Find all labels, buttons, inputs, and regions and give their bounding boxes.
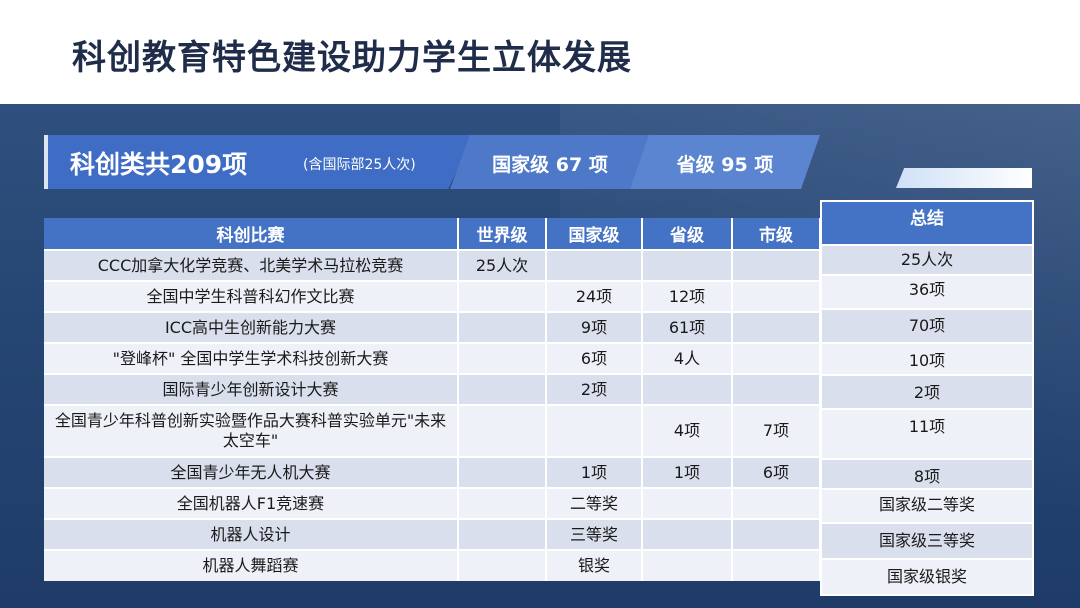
header-competition: 科创比赛 (44, 218, 459, 250)
cell-competition: 全国机器人F1竞速赛 (44, 487, 459, 519)
header-provincial: 省级 (642, 218, 733, 250)
national-banner: 国家级 67 项 (450, 135, 650, 189)
header-national: 国家级 (546, 218, 643, 250)
cell-competition: 全国青少年科普创新实验暨作品大赛科普实验单元"未来太空车" (44, 404, 459, 457)
table-row: 全国青少年无人机大赛 1项 1项 6项 (44, 456, 821, 488)
summary-item: 2项 (822, 376, 1032, 408)
cell-competition: ICC高中生创新能力大赛 (44, 311, 459, 343)
summary-item: 11项 (822, 410, 1032, 458)
total-note: (含国际部25人次) (303, 157, 416, 173)
cell-city: 6项 (732, 456, 821, 488)
summary-item: 8项 (822, 460, 1032, 488)
cell-world: 25人次 (458, 249, 547, 281)
cell-competition: "登峰杯" 全国中学生学术科技创新大赛 (44, 342, 459, 374)
cell-provincial (642, 373, 733, 405)
table-row: 全国青少年科普创新实验暨作品大赛科普实验单元"未来太空车" 4项 7项 (44, 404, 821, 457)
cell-competition: 全国青少年无人机大赛 (44, 456, 459, 488)
cell-national: 24项 (546, 280, 643, 312)
title-bar: 科创教育特色建设助力学生立体发展 (0, 0, 1080, 104)
cell-provincial: 1项 (642, 456, 733, 488)
cell-national: 二等奖 (546, 487, 643, 519)
cell-competition: 国际青少年创新设计大赛 (44, 373, 459, 405)
cell-provincial (642, 487, 733, 519)
summary-item: 国家级二等奖 (822, 490, 1032, 522)
table-row: 全国机器人F1竞速赛 二等奖 (44, 487, 821, 519)
cell-national: 2项 (546, 373, 643, 405)
cell-provincial (642, 549, 733, 581)
cell-world (458, 342, 547, 374)
cell-national: 银奖 (546, 549, 643, 581)
table-row: 全国中学生科普科幻作文比赛 24项 12项 (44, 280, 821, 312)
cell-city (732, 342, 821, 374)
cell-national: 9项 (546, 311, 643, 343)
national-count: 国家级 67 项 (492, 154, 608, 176)
summary-item: 国家级银奖 (822, 560, 1032, 594)
cell-provincial: 4人 (642, 342, 733, 374)
cell-city (732, 311, 821, 343)
cell-world (458, 373, 547, 405)
cell-competition: 机器人设计 (44, 518, 459, 550)
cell-world (458, 404, 547, 457)
table-row: CCC加拿大化学竞赛、北美学术马拉松竞赛 25人次 (44, 249, 821, 281)
provincial-banner: 省级 95 项 (630, 135, 820, 189)
table-row: "登峰杯" 全国中学生学术科技创新大赛 6项 4人 (44, 342, 821, 374)
summary-item: 25人次 (822, 246, 1032, 274)
table-row: 国际青少年创新设计大赛 2项 (44, 373, 821, 405)
cell-world (458, 487, 547, 519)
page-title: 科创教育特色建设助力学生立体发展 (72, 38, 632, 78)
cell-provincial: 12项 (642, 280, 733, 312)
cell-provincial: 61项 (642, 311, 733, 343)
table-header-row: 科创比赛 世界级 国家级 省级 市级 (44, 218, 821, 250)
summary-header: 总结 (822, 202, 1032, 244)
cell-national (546, 249, 643, 281)
cell-world (458, 549, 547, 581)
header-city: 市级 (732, 218, 821, 250)
cell-city: 7项 (732, 404, 821, 457)
header-world: 世界级 (458, 218, 547, 250)
summary-column: 总结 25人次 36项 70项 10项 2项 11项 8项 国家级二等奖 国家级… (820, 200, 1034, 596)
summary-item: 国家级三等奖 (822, 524, 1032, 558)
table-row: 机器人设计 三等奖 (44, 518, 821, 550)
provincial-count: 省级 95 项 (676, 154, 774, 176)
cell-provincial: 4项 (642, 404, 733, 457)
cell-city (732, 487, 821, 519)
cell-competition: 全国中学生科普科幻作文比赛 (44, 280, 459, 312)
accent-bar (896, 168, 1032, 188)
cell-world (458, 456, 547, 488)
cell-world (458, 280, 547, 312)
cell-national (546, 404, 643, 457)
cell-competition: 机器人舞蹈赛 (44, 549, 459, 581)
table-row: ICC高中生创新能力大赛 9项 61项 (44, 311, 821, 343)
total-banner: 科创类共209项 (含国际部25人次) (44, 135, 474, 189)
cell-world (458, 518, 547, 550)
summary-item: 36项 (822, 276, 1032, 308)
cell-city (732, 373, 821, 405)
cell-national: 三等奖 (546, 518, 643, 550)
cell-provincial (642, 518, 733, 550)
cell-national: 6项 (546, 342, 643, 374)
cell-world (458, 311, 547, 343)
total-count: 科创类共209项 (70, 150, 248, 179)
cell-competition: CCC加拿大化学竞赛、北美学术马拉松竞赛 (44, 249, 459, 281)
competition-table: 科创比赛 世界级 国家级 省级 市级 CCC加拿大化学竞赛、北美学术马拉松竞赛 … (44, 218, 821, 581)
cell-city (732, 249, 821, 281)
cell-city (732, 549, 821, 581)
cell-city (732, 518, 821, 550)
summary-item: 10项 (822, 344, 1032, 374)
cell-provincial (642, 249, 733, 281)
table-row: 机器人舞蹈赛 银奖 (44, 549, 821, 581)
summary-item: 70项 (822, 310, 1032, 342)
cell-city (732, 280, 821, 312)
cell-national: 1项 (546, 456, 643, 488)
